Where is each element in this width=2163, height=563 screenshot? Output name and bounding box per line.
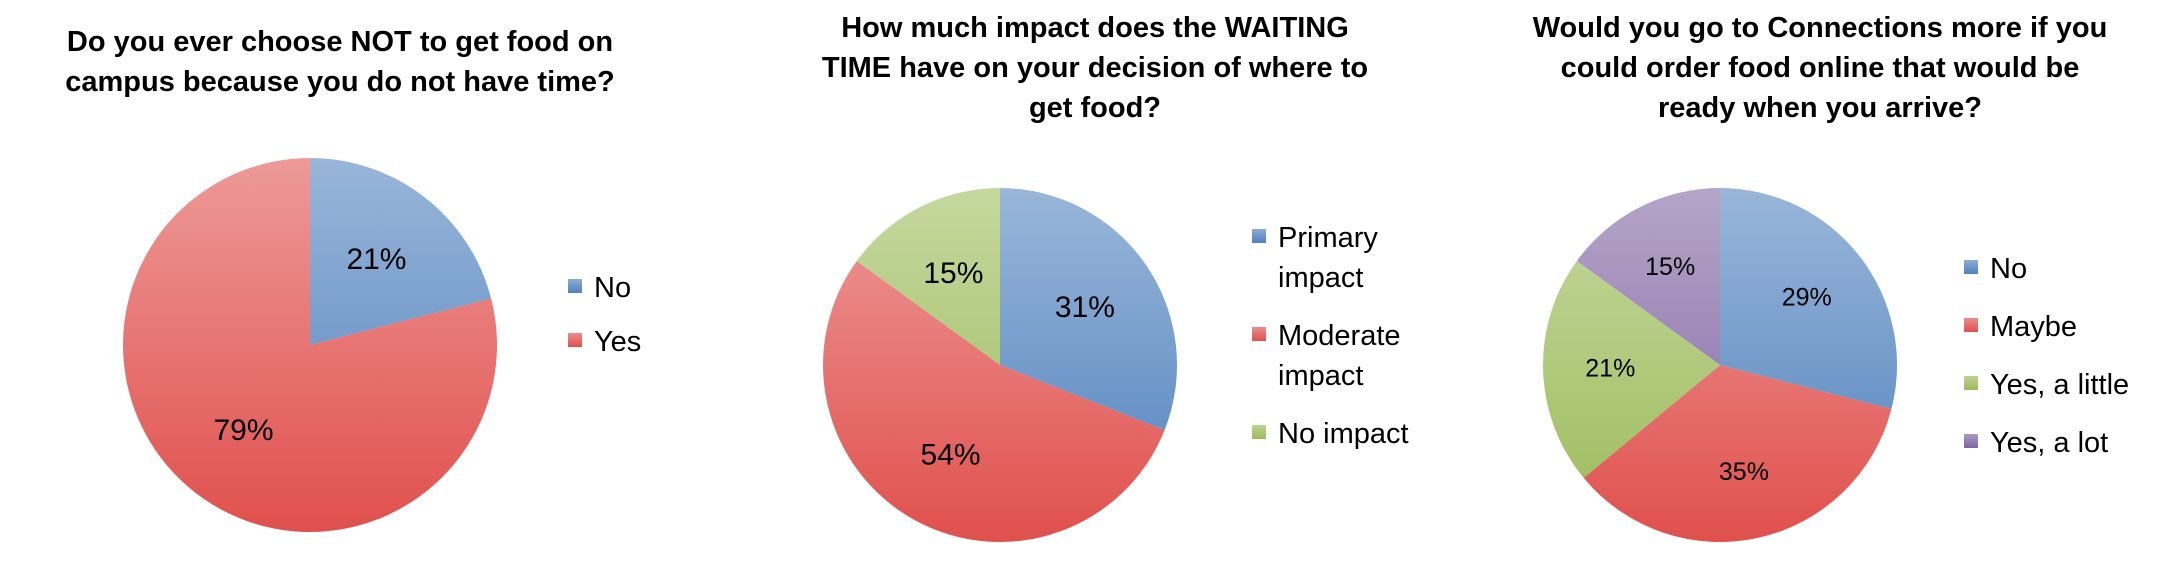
legend-swatch — [1964, 376, 1978, 390]
legend-label: Yes, a lot — [1990, 427, 2109, 459]
legend: No Maybe Yes, a little Yes, a lot — [1964, 249, 2129, 481]
legend-label: No — [594, 272, 632, 304]
data-label-yes-a-lot: 15% — [1645, 253, 1695, 281]
legend-swatch — [1964, 318, 1978, 332]
pie-slice-yes-a-lot — [1576, 188, 1720, 365]
pie-slice-maybe — [1583, 365, 1892, 542]
legend-swatch — [1964, 434, 1978, 448]
pie-slice-no — [1720, 188, 1897, 410]
legend-label: Yes, a little — [1990, 369, 2130, 401]
legend-item-maybe: Maybe — [1964, 307, 2129, 347]
legend-item-no: No — [568, 268, 641, 308]
pie-slice-no — [310, 158, 492, 345]
legend-label: No impact — [1278, 418, 1409, 450]
pie-slice-yes — [123, 158, 498, 532]
pie-slice-yes-a-little — [1543, 260, 1720, 478]
legend-label: Yes — [594, 326, 642, 358]
pie-slice-primary-impact — [1000, 188, 1177, 431]
pie-chart: 21% 79% — [123, 158, 498, 532]
legend-swatch — [1964, 260, 1978, 274]
legend-item-primary-impact: Primary impact — [1252, 218, 1442, 298]
legend-item-yes-a-lot: Yes, a lot — [1964, 423, 2129, 463]
data-label-no: 29% — [1782, 284, 1832, 312]
data-label-maybe: 35% — [1719, 458, 1769, 486]
chart-title: How much impact does the WAITING TIME ha… — [821, 12, 1369, 124]
pie-chart: 29% 35% 21% 15% — [1543, 188, 1897, 542]
legend-label: Moderate impact — [1278, 320, 1409, 392]
chart-panel-3: Would you go to Connections more if you … — [1440, 0, 2163, 563]
legend-item-yes-a-little: Yes, a little — [1964, 365, 2129, 405]
legend: No Yes — [568, 268, 641, 376]
legend-swatch — [1252, 229, 1266, 243]
data-label-yes: 79% — [214, 414, 274, 447]
chart-panel-1: Do you ever choose NOT to get food on ca… — [0, 0, 720, 563]
chart-title: Would you go to Connections more if you … — [1532, 12, 2108, 124]
pie-slice-moderate-impact — [823, 260, 1165, 542]
pie-slice-no-impact — [856, 188, 1000, 365]
data-label-moderate-impact: 54% — [921, 438, 981, 471]
legend-swatch — [568, 333, 582, 347]
legend: Primary impact Moderate impact No impact — [1252, 218, 1442, 472]
legend-item-no: No — [1964, 249, 2129, 289]
legend-item-no-impact: No impact — [1252, 414, 1442, 454]
legend-swatch — [1252, 425, 1266, 439]
chart-panel-2: How much impact does the WAITING TIME ha… — [720, 0, 1440, 563]
chart-title: Do you ever choose NOT to get food on ca… — [65, 26, 615, 98]
data-label-no: 21% — [346, 243, 406, 276]
data-label-yes-a-little: 21% — [1585, 354, 1635, 382]
legend-item-yes: Yes — [568, 322, 641, 362]
legend-label: Primary impact — [1278, 222, 1386, 294]
legend-label: No — [1990, 253, 2028, 285]
legend-swatch — [1252, 327, 1266, 341]
pie-chart: 31% 54% 15% — [823, 188, 1177, 542]
legend-label: Maybe — [1990, 311, 2078, 343]
data-label-primary-impact: 31% — [1055, 291, 1115, 324]
data-label-no-impact: 15% — [923, 257, 983, 290]
legend-swatch — [568, 279, 582, 293]
legend-item-moderate-impact: Moderate impact — [1252, 316, 1442, 396]
